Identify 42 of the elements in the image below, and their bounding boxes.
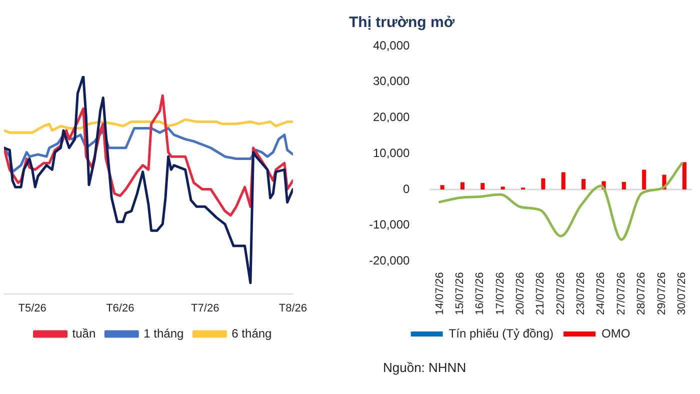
line-series (438, 162, 684, 241)
x-tick-label: 22/07/26 (554, 272, 567, 316)
x-tick-label: 30/07/26 (676, 272, 688, 316)
bar (682, 162, 686, 190)
x-tick-label: 21/07/26 (534, 272, 547, 316)
bar (460, 182, 465, 190)
bar (561, 172, 566, 190)
y-tick-label: -20,000 (368, 253, 410, 268)
x-tick-label: T8/26 (278, 302, 308, 314)
y-tick-label: -10,000 (368, 218, 410, 232)
text: Nguồn: NHNN (383, 360, 466, 375)
x-tick-label: 28/07/26 (636, 272, 648, 316)
x-tick-label: 29/07/26 (656, 272, 668, 316)
y-tick-label: 30,000 (372, 74, 410, 88)
x-tick-label: 15/07/26 (454, 272, 466, 316)
bar (500, 186, 505, 190)
x-tick-label: T6/26 (106, 302, 134, 314)
x-tick-label: 23/07/26 (575, 272, 588, 316)
legend-label: 6 tháng (232, 326, 272, 340)
legend-label: 1 tháng (144, 326, 184, 340)
y-tick-label: 40,000 (372, 38, 410, 52)
y-tick-label: 20,000 (372, 110, 410, 124)
x-tick-label: 20/07/26 (514, 272, 527, 316)
legend-label: tuần (72, 326, 96, 340)
bar (480, 183, 485, 190)
legend-label: OMO (602, 326, 630, 340)
x-tick-label: 14/07/26 (434, 272, 446, 316)
bar (440, 185, 444, 190)
x-tick-label: 16/07/26 (474, 272, 486, 316)
bar (642, 170, 646, 190)
bar (582, 179, 586, 190)
legend-label: Tín phiếu (Tỷ đồng) (448, 326, 554, 340)
x-tick-label: 17/07/26 (494, 272, 506, 316)
x-tick-label: T7/26 (191, 302, 220, 314)
x-tick-label: T5/26 (18, 302, 46, 314)
y-tick-label: 0 (403, 182, 410, 196)
x-tick-label: 24/07/26 (595, 272, 608, 316)
x-tick-label: 27/07/26 (615, 272, 628, 316)
bar (622, 182, 626, 190)
bar (541, 178, 546, 190)
chart-title: Thị trường mở (349, 14, 455, 32)
y-tick-label: 10,000 (372, 146, 410, 160)
